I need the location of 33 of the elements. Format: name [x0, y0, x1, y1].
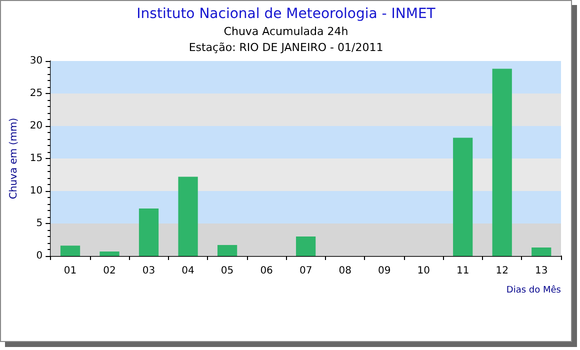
- bar: [492, 68, 512, 256]
- chart-title: Instituto Nacional de Meteorologia - INMET: [136, 6, 436, 22]
- y-tick-label: 20: [30, 120, 43, 132]
- y-tick-label: 25: [30, 88, 43, 99]
- y-axis-title: Chuva em (mm): [8, 118, 20, 200]
- bar: [217, 244, 238, 256]
- x-tick-label: 10: [417, 266, 430, 276]
- x-tick-label: 08: [338, 266, 352, 276]
- x-axis-title: Dias do Mês: [506, 284, 562, 296]
- bar: [532, 248, 552, 256]
- bar: [100, 251, 120, 256]
- x-tick-label: 13: [535, 266, 548, 276]
- x-tick-label: 06: [260, 266, 273, 276]
- x-tick-label: 01: [64, 266, 77, 276]
- y-tick-label: 10: [30, 186, 43, 196]
- x-tick-label: 04: [182, 266, 194, 276]
- x-tick-label: 02: [103, 266, 116, 276]
- y-tick-label: 5: [36, 218, 43, 229]
- x-tick-label: 05: [220, 266, 234, 276]
- y-tick-label: 15: [30, 153, 43, 164]
- bar: [453, 138, 473, 256]
- bar: [178, 176, 198, 256]
- x-tick-label: 12: [496, 266, 508, 276]
- bar: [60, 246, 80, 256]
- bar: [138, 208, 159, 256]
- x-tick-label: 07: [299, 266, 312, 276]
- bar: [296, 236, 316, 256]
- x-tick-label: 09: [378, 266, 391, 276]
- chart-subtitle: Chuva Acumulada 24h Estação: RIO DE JANEIRO - 01/2011: [188, 25, 384, 54]
- x-tick-label: 03: [142, 266, 156, 276]
- y-tick-label: 30: [30, 56, 43, 66]
- x-tick-label: 11: [456, 266, 470, 276]
- y-tick-label: 0: [36, 250, 43, 262]
